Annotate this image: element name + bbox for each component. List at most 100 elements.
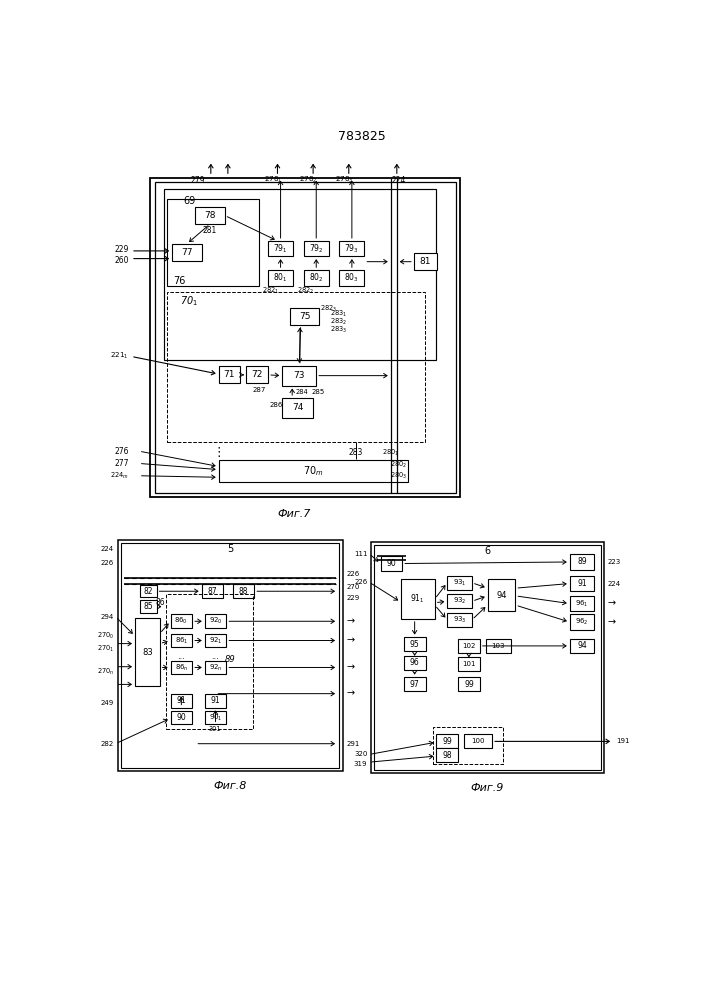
Text: 283$_2$: 283$_2$ <box>330 317 347 327</box>
Text: 92$_1$: 92$_1$ <box>209 635 222 646</box>
Text: 99: 99 <box>443 737 452 746</box>
Text: 102: 102 <box>462 643 476 649</box>
Text: 96$_2$: 96$_2$ <box>575 617 589 627</box>
Bar <box>458 639 480 653</box>
Bar <box>151 178 460 497</box>
Text: Фиг.8: Фиг.8 <box>214 781 247 791</box>
Text: 95: 95 <box>410 640 419 649</box>
Text: 87: 87 <box>208 587 217 596</box>
Text: 229: 229 <box>346 595 360 601</box>
Text: 80$_1$: 80$_1$ <box>273 272 288 284</box>
Text: 92$_0$: 92$_0$ <box>209 616 222 626</box>
Text: ...: ... <box>224 176 232 185</box>
Text: 286: 286 <box>270 402 284 408</box>
Text: 91: 91 <box>177 696 186 705</box>
Text: ⋮: ⋮ <box>212 446 225 459</box>
Text: 270: 270 <box>346 584 360 590</box>
Text: 83: 83 <box>142 648 153 657</box>
Bar <box>170 711 192 724</box>
Text: 5: 5 <box>227 544 233 554</box>
Text: 226: 226 <box>346 571 360 577</box>
Text: →: → <box>346 662 355 672</box>
Text: 98: 98 <box>443 751 452 760</box>
Text: 93$_3$: 93$_3$ <box>452 615 467 625</box>
Bar <box>570 614 595 630</box>
Text: 93$_2$: 93$_2$ <box>452 596 467 606</box>
Text: 294: 294 <box>100 614 114 620</box>
Bar <box>218 460 409 482</box>
Text: 224: 224 <box>101 546 114 552</box>
Bar <box>570 596 595 611</box>
Text: 111: 111 <box>354 551 368 557</box>
Text: 224: 224 <box>391 176 406 185</box>
Bar <box>486 639 510 653</box>
Bar <box>170 634 192 647</box>
Bar <box>168 292 425 442</box>
Text: 283$_1$: 283$_1$ <box>330 309 347 319</box>
Text: 278$_1$: 278$_1$ <box>264 175 282 185</box>
Text: 101: 101 <box>462 661 476 667</box>
Bar <box>436 748 458 762</box>
Text: 783825: 783825 <box>338 130 386 143</box>
Bar <box>247 366 268 383</box>
Bar <box>170 661 192 674</box>
Text: 280$_2$: 280$_2$ <box>390 460 407 470</box>
Text: 103: 103 <box>491 643 505 649</box>
Text: 86$_n$: 86$_n$ <box>175 662 188 673</box>
Bar <box>570 639 595 653</box>
Text: 282$_3$: 282$_3$ <box>320 304 337 314</box>
Text: 81: 81 <box>420 257 431 266</box>
Bar <box>282 398 313 418</box>
Text: 282$_2$: 282$_2$ <box>297 286 314 296</box>
Bar <box>290 308 320 325</box>
Text: 92$_n$: 92$_n$ <box>209 662 222 673</box>
Bar <box>304 241 329 256</box>
Text: 74: 74 <box>292 403 303 412</box>
Text: 91: 91 <box>211 696 221 705</box>
Bar <box>433 727 503 764</box>
Bar <box>304 270 329 286</box>
Text: 91: 91 <box>577 579 587 588</box>
Text: 277: 277 <box>114 459 129 468</box>
Text: 319: 319 <box>354 761 368 767</box>
Text: 94: 94 <box>496 591 507 600</box>
Bar <box>339 241 364 256</box>
Bar <box>170 694 192 708</box>
Bar <box>204 634 226 647</box>
Bar <box>458 657 480 671</box>
Text: 282$_1$: 282$_1$ <box>262 286 279 296</box>
Text: 270$_0$: 270$_0$ <box>97 631 114 641</box>
Text: Фиг.9: Фиг.9 <box>471 783 504 793</box>
Text: 283$_3$: 283$_3$ <box>330 324 347 335</box>
Bar <box>166 594 252 729</box>
Bar <box>204 661 226 674</box>
Bar <box>464 734 492 748</box>
Bar <box>448 576 472 590</box>
Text: 291: 291 <box>346 741 360 747</box>
Text: 77: 77 <box>181 248 192 257</box>
Text: 96: 96 <box>410 658 419 667</box>
Text: →: → <box>607 617 616 627</box>
Text: 79$_1$: 79$_1$ <box>273 242 288 255</box>
Text: ...: ... <box>177 652 185 661</box>
Text: 85: 85 <box>144 602 153 611</box>
Bar <box>374 545 601 770</box>
Bar <box>414 253 437 270</box>
Bar <box>282 366 316 386</box>
Text: 78: 78 <box>204 211 216 220</box>
Text: 260: 260 <box>114 256 129 265</box>
Bar <box>139 600 156 613</box>
Text: →: → <box>346 689 355 699</box>
Text: ...: ... <box>211 652 219 661</box>
Text: 69: 69 <box>183 196 195 206</box>
Bar <box>404 637 426 651</box>
Text: 70$_1$: 70$_1$ <box>180 294 198 308</box>
Text: 278$_3$: 278$_3$ <box>335 175 354 185</box>
Text: 80$_3$: 80$_3$ <box>344 272 359 284</box>
Text: 282: 282 <box>100 741 114 747</box>
Text: 320: 320 <box>354 751 368 757</box>
Bar <box>380 556 402 571</box>
Text: 90$_1$: 90$_1$ <box>209 712 222 723</box>
Text: 283: 283 <box>349 448 363 457</box>
Text: 280$_1$: 280$_1$ <box>382 448 399 458</box>
